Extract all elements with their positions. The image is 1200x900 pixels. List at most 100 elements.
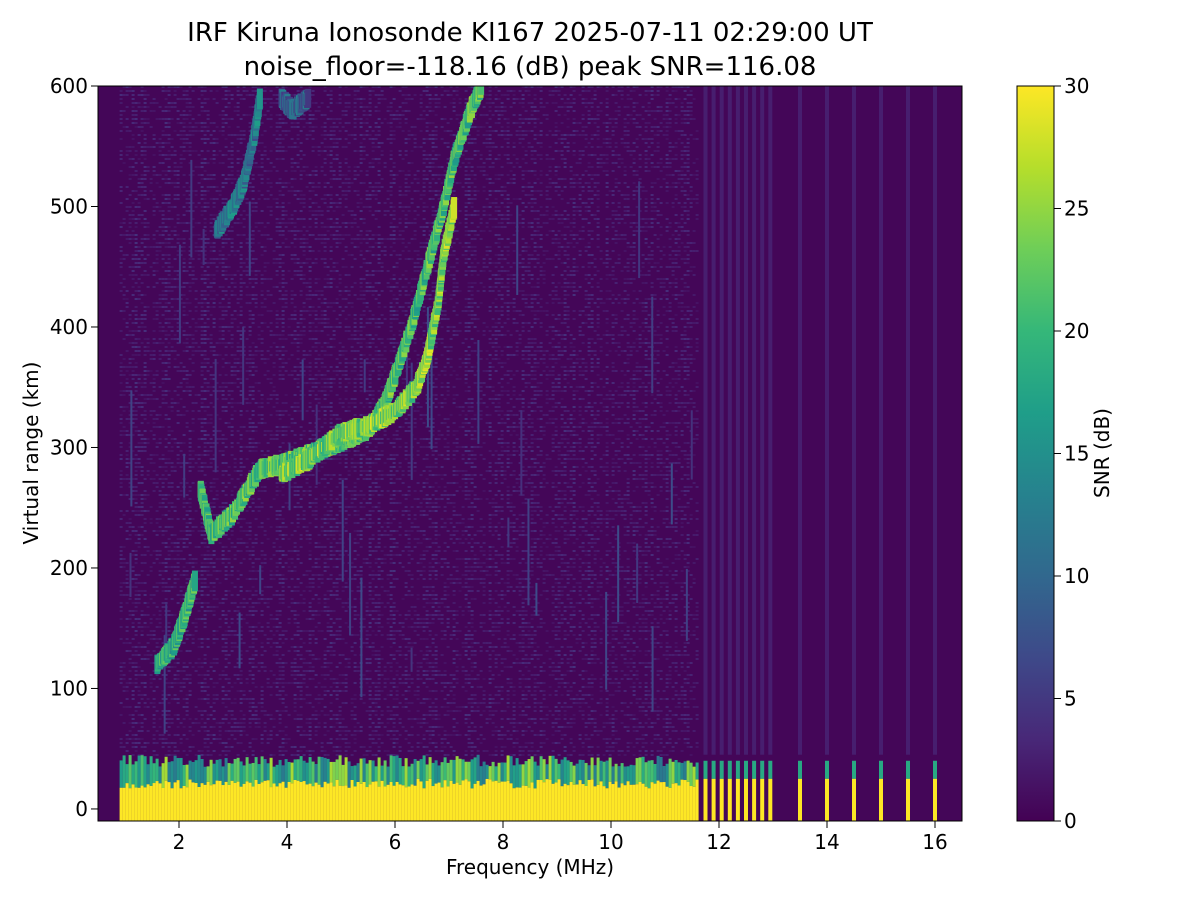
noise-cell (185, 538, 189, 540)
noise-cell (311, 150, 315, 152)
noise-cell (224, 346, 228, 348)
noise-cell (305, 574, 309, 576)
noise-cell (188, 430, 192, 432)
noise-cell (185, 390, 189, 392)
noise-cell (179, 122, 183, 124)
noise-cell (137, 626, 141, 628)
noise-cell (251, 606, 255, 608)
noise-cell (167, 182, 171, 184)
noise-cell (239, 118, 243, 120)
noise-cell (155, 642, 159, 644)
noise-cell (296, 518, 300, 520)
noise-cell (302, 574, 306, 576)
noise-cell (233, 366, 237, 368)
noise-cell (206, 454, 210, 456)
noise-cell (314, 290, 318, 292)
noise-cell (176, 366, 180, 368)
noise-cell (131, 230, 135, 232)
noise-cell (206, 574, 210, 576)
noise-cell (161, 142, 165, 144)
noise-cell (233, 370, 237, 372)
noise-cell (308, 402, 312, 404)
noise-cell (266, 586, 270, 588)
noise-cell (260, 122, 264, 124)
noise-cell (191, 402, 195, 404)
noise-cell (239, 730, 243, 732)
noise-cell (251, 658, 255, 660)
noise-cell (140, 754, 144, 756)
ground-echo (302, 781, 306, 821)
noise-cell (311, 310, 315, 312)
noise-cell (200, 86, 204, 88)
noise-cell (122, 110, 126, 112)
noise-cell (203, 430, 207, 432)
noise-cell (203, 434, 207, 436)
noise-cell (143, 98, 147, 100)
noise-cell (143, 102, 147, 104)
noise-cell (128, 90, 132, 92)
noise-cell (293, 410, 297, 412)
noise-cell (176, 538, 180, 540)
noise-cell (161, 498, 165, 500)
noise-cell (176, 726, 180, 728)
noise-cell (152, 358, 156, 360)
noise-cell (308, 290, 312, 292)
noise-cell (263, 198, 267, 200)
noise-cell (230, 162, 234, 164)
noise-cell (155, 586, 159, 588)
noise-cell (218, 318, 222, 320)
noise-cell (206, 382, 210, 384)
noise-cell (230, 338, 234, 340)
noise-cell (134, 250, 138, 252)
noise-cell (224, 742, 228, 744)
noise-cell (185, 510, 189, 512)
noise-cell (131, 102, 135, 104)
noise-cell (185, 526, 189, 528)
noise-cell (182, 414, 186, 416)
noise-cell (119, 266, 123, 268)
noise-cell (296, 154, 300, 156)
noise-cell (212, 434, 216, 436)
noise-cell (158, 478, 162, 480)
noise-cell (209, 286, 213, 288)
noise-cell (203, 754, 207, 756)
noise-cell (167, 426, 171, 428)
noise-cell (248, 662, 252, 664)
noise-cell (305, 294, 309, 296)
noise-cell (284, 734, 288, 736)
noise-cell (284, 226, 288, 228)
noise-cell (164, 134, 168, 136)
noise-cell (143, 270, 147, 272)
noise-cell (281, 750, 285, 752)
noise-cell (224, 666, 228, 668)
noise-cell (302, 678, 306, 680)
noise-cell (134, 574, 138, 576)
noise-cell (293, 334, 297, 336)
noise-cell (188, 202, 192, 204)
noise-cell (179, 590, 183, 592)
noise-cell (173, 658, 177, 660)
noise-cell (206, 594, 210, 596)
noise-cell (281, 282, 285, 284)
noise-cell (212, 750, 216, 752)
noise-cell (260, 414, 264, 416)
ground-echo (287, 782, 291, 821)
noise-cell (317, 182, 321, 184)
noise-cell (179, 302, 183, 304)
noise-cell (158, 186, 162, 188)
noise-cell (266, 238, 270, 240)
noise-cell (296, 118, 300, 120)
noise-cell (296, 338, 300, 340)
noise-cell (131, 146, 135, 148)
noise-cell (134, 206, 138, 208)
noise-cell (239, 526, 243, 528)
noise-cell (293, 646, 297, 648)
noise-cell (188, 122, 192, 124)
noise-cell (269, 210, 273, 212)
noise-cell (188, 438, 192, 440)
noise-cell (278, 690, 282, 692)
noise-cell (251, 614, 255, 616)
noise-cell (281, 334, 285, 336)
noise-cell (299, 334, 303, 336)
noise-cell (215, 490, 219, 492)
